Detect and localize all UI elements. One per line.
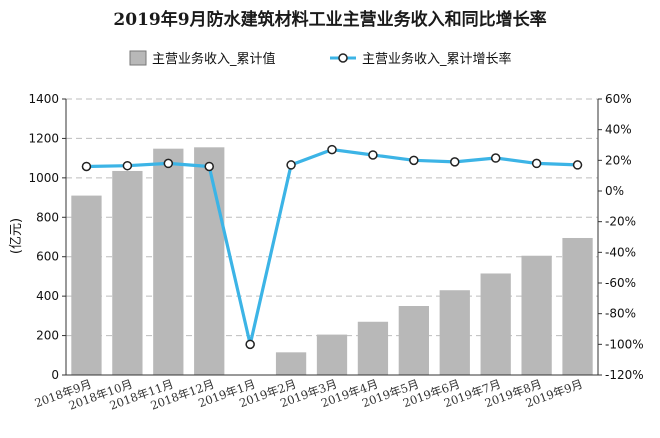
- line-point: [450, 157, 460, 167]
- bar: [521, 255, 552, 375]
- axes: [65, 99, 599, 376]
- line-point: [327, 144, 337, 155]
- right-tick-label: -60%: [605, 276, 636, 290]
- chart-title: 2019年9月防水建筑材料工业主营业务收入和同比增长率: [113, 9, 546, 30]
- y-axis-label: (亿元): [9, 218, 24, 254]
- line-point: [531, 158, 542, 169]
- bar: [71, 195, 102, 375]
- left-tick-label: 400: [36, 289, 59, 303]
- right-tick-label: 60%: [605, 92, 632, 106]
- line-point: [163, 158, 174, 169]
- bar: [480, 273, 511, 375]
- line-point: [204, 161, 214, 172]
- left-tick-label: 1000: [28, 171, 59, 185]
- right-tick-label: -80%: [605, 307, 636, 321]
- line-point: [368, 150, 378, 160]
- bar: [112, 170, 143, 375]
- right-tick-label: -100%: [605, 337, 644, 351]
- legend: 主营业务收入_累计值 主营业务收入_累计增长率: [129, 50, 512, 67]
- legend-bar-label: 主营业务收入_累计值: [152, 51, 276, 67]
- right-tick-label: -20%: [605, 215, 636, 229]
- line-point: [122, 160, 133, 171]
- right-tick-label: -120%: [605, 368, 644, 382]
- line-point: [572, 160, 583, 170]
- bar-series: [71, 147, 593, 375]
- bar: [562, 237, 593, 375]
- legend-bar-swatch: [129, 50, 147, 66]
- right-axis-ticks: -120% -100% -80% -60% -40% -20% 0% 20% 40% 60%: [598, 92, 644, 382]
- category-labels: 2018年9月2018年10月2018年11月2018年12月2019年1月20…: [33, 377, 585, 413]
- right-tick-label: -40%: [605, 245, 636, 259]
- bar: [153, 148, 184, 375]
- gridlines: [66, 98, 598, 337]
- left-tick-label: 0: [51, 368, 59, 382]
- bar: [316, 334, 348, 375]
- line-point: [490, 153, 501, 163]
- legend-line-label: 主营业务收入_累计增长率: [362, 51, 512, 67]
- left-tick-label: 200: [36, 329, 59, 343]
- right-tick-label: 0%: [605, 184, 624, 198]
- left-tick-label: 1400: [28, 92, 59, 106]
- line-point: [409, 155, 419, 166]
- bar: [357, 321, 389, 375]
- bar: [194, 147, 225, 375]
- line-point: [245, 339, 255, 350]
- line-point: [286, 160, 296, 170]
- bar: [439, 290, 470, 375]
- left-tick-label: 800: [36, 210, 59, 224]
- left-tick-label: 1200: [28, 131, 59, 145]
- left-tick-label: 600: [36, 250, 59, 264]
- left-axis-ticks: 0 200 400 600 800 1000 1200 1400: [28, 92, 66, 382]
- line-point: [81, 161, 92, 172]
- right-tick-label: 20%: [605, 153, 632, 167]
- legend-line-marker: [338, 53, 348, 63]
- bar: [398, 306, 429, 375]
- line-series: [81, 144, 583, 350]
- bar: [275, 352, 307, 375]
- right-tick-label: 40%: [605, 123, 632, 137]
